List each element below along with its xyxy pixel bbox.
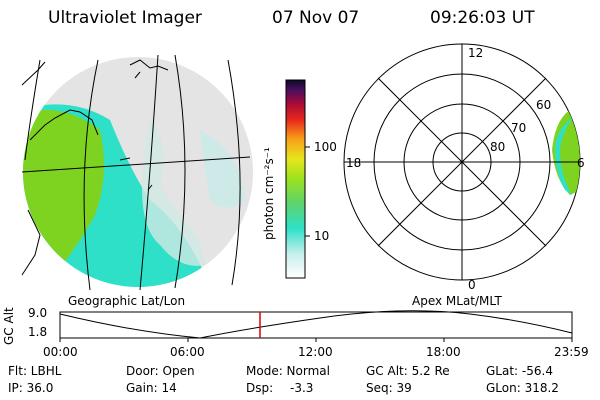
dsp-label: Dsp: [246,381,274,395]
gc-alt-info: GC Alt: 5.2 Re [366,364,450,378]
filter-info: Flt: LBHL [8,364,62,378]
polar-plot [343,43,581,281]
mlt-label-6: 6 [577,156,585,170]
xtick-1200: 12:00 [298,345,333,359]
mlat-label-70: 70 [511,121,527,135]
mode-info: Mode: Normal [246,364,330,378]
xtick-0000: 00:00 [43,345,78,359]
xtick-1800: 18:00 [426,345,461,359]
polar-grid [344,44,580,280]
xtick-0600: 06:00 [170,345,205,359]
colorbar-unit-label: photon cm⁻²s⁻¹ [262,147,276,240]
altitude-xticks [59,338,573,342]
colorbar-tick-100: 100 [314,140,337,154]
date-label: 07 Nov 07 [272,8,360,28]
mlat-label-60: 60 [536,98,552,112]
time-label: 09:26:03 UT [430,8,535,28]
geographic-grid [21,54,251,291]
mlt-label-18: 18 [346,156,362,170]
seq-info: Seq: 39 [366,381,412,395]
instrument-title: Ultraviolet Imager [48,8,202,28]
glon-info: GLon: 318.2 [486,381,559,395]
dsp-value: -3.3 [290,381,314,395]
colorbar-ticks [305,146,310,237]
colorbar [285,79,306,279]
ip-info: IP: 36.0 [8,381,54,395]
altitude-ytick-1-8: 1.8 [28,325,48,339]
xtick-2359: 23:59 [554,345,589,359]
geographic-label: Geographic Lat/Lon [68,294,186,308]
mlat-label-80: 80 [490,140,506,154]
glat-info: GLat: -56.4 [486,364,553,378]
apex-label: Apex MLat/MLT [412,294,502,308]
altitude-ylabel: GC Alt [2,307,16,345]
altitude-plot [59,310,573,342]
mlt-label-0: 0 [468,278,476,292]
mlt-label-12: 12 [468,46,484,60]
door-info: Door: Open [126,364,195,378]
earth-disk-image [23,57,253,287]
altitude-ytick-9: 9.0 [28,306,48,320]
colorbar-tick-10: 10 [314,229,330,243]
altitude-curve [59,310,573,339]
gain-info: Gain: 14 [126,381,177,395]
